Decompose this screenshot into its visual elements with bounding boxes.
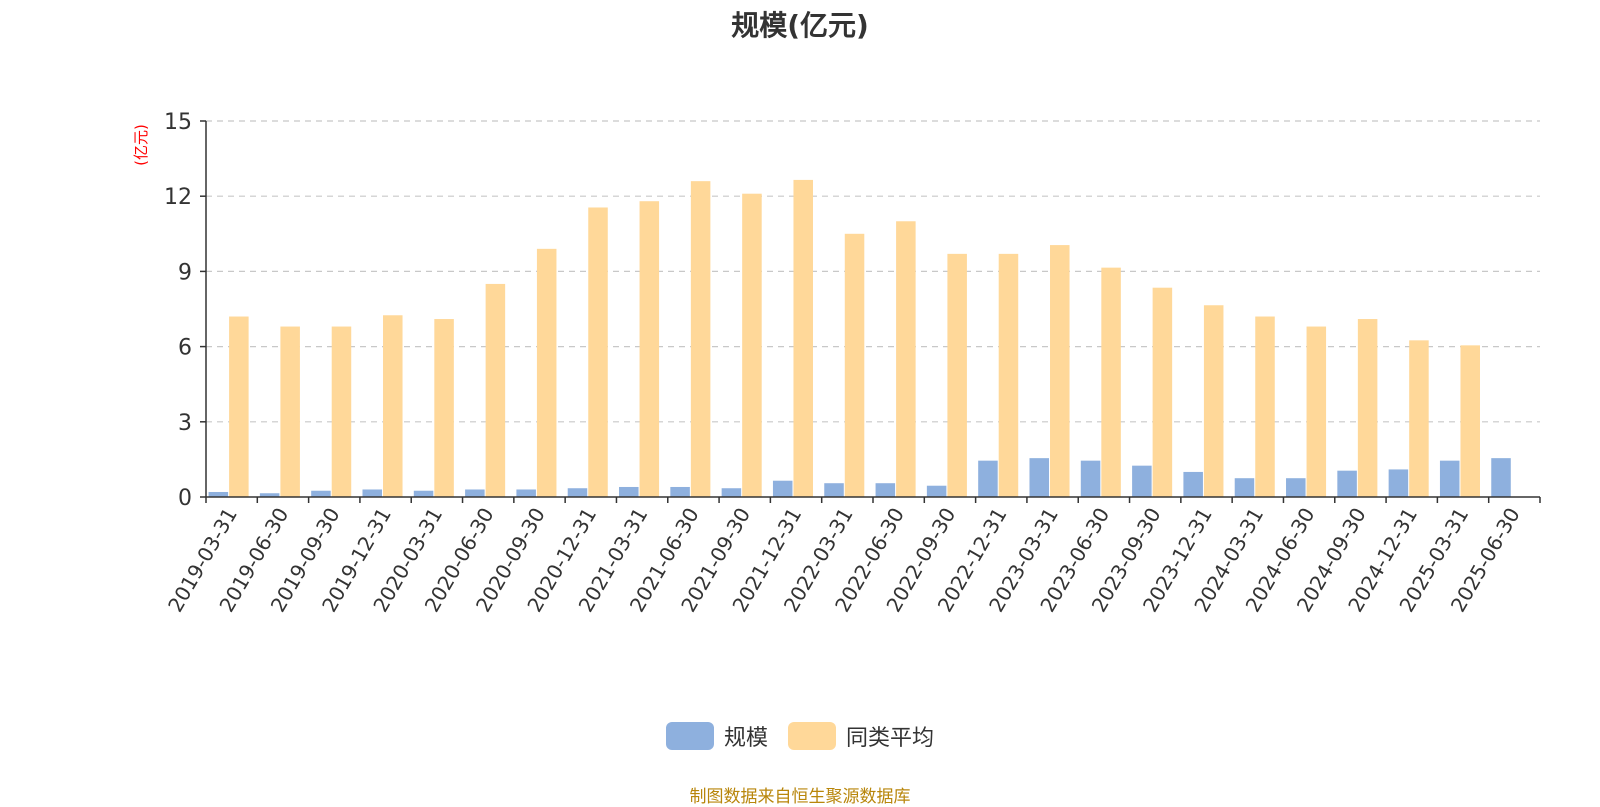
bar-peer-average: [1152, 287, 1173, 497]
y-tick-label: 0: [178, 486, 192, 511]
bar-scale: [1286, 478, 1306, 497]
y-tick-label: 3: [178, 411, 192, 436]
bar-peer-average: [280, 326, 300, 497]
bar-scale: [670, 486, 690, 497]
bar-peer-average: [1255, 316, 1275, 497]
bar-scale: [1029, 458, 1050, 497]
bar-scale: [362, 489, 383, 497]
bar-peer-average: [485, 283, 506, 497]
bar-peer-average: [896, 221, 916, 497]
bar-peer-average: [383, 315, 403, 497]
bar-scale: [978, 460, 998, 497]
bar-peer-average: [1460, 345, 1480, 497]
legend-item-scale[interactable]: 规模: [665, 720, 768, 752]
bar-peer-average: [1203, 305, 1224, 497]
bar-peer-average: [1101, 267, 1121, 497]
source-note: 制图数据来自恒生聚源数据库: [689, 787, 911, 807]
bar-peer-average: [434, 319, 454, 497]
bar-scale: [516, 489, 536, 497]
legend-label-scale: 规模: [723, 726, 768, 751]
legend-swatch-peer-average: [788, 722, 836, 750]
bar-scale: [1388, 469, 1409, 497]
bar-peer-average: [844, 233, 865, 498]
bar-scale: [1439, 460, 1460, 497]
bar-scale: [259, 493, 280, 497]
bar-scale: [772, 480, 793, 497]
bar-scale: [619, 486, 639, 497]
bar-scale: [311, 490, 331, 497]
bar-scale: [1080, 460, 1101, 497]
bar-scale: [208, 491, 229, 497]
y-tick-label: 6: [178, 336, 192, 361]
chart-title: 规模(亿元): [731, 9, 869, 42]
legend-item-peer-average[interactable]: 同类平均: [788, 720, 934, 752]
bar-peer-average: [690, 181, 711, 497]
y-axis-unit-label: (亿元): [132, 124, 150, 166]
bar-scale: [1337, 470, 1357, 497]
bar-scale: [1234, 478, 1255, 497]
y-tick-label: 9: [178, 260, 192, 285]
legend: 规模 同类平均: [0, 720, 1600, 752]
bar-scale: [1491, 458, 1511, 497]
bar-peer-average: [331, 326, 352, 497]
bar-scale: [413, 490, 434, 497]
legend-swatch-scale: [665, 722, 714, 750]
bar-peer-average: [588, 207, 608, 498]
bar-peer-average: [639, 201, 660, 498]
y-tick-label: 15: [164, 110, 192, 135]
bar-scale: [875, 483, 896, 497]
y-tick-label: 12: [164, 185, 192, 210]
bar-scale: [926, 485, 947, 497]
bar-scale: [465, 489, 485, 497]
bar-scale: [1132, 465, 1152, 497]
legend-label-peer-average: 同类平均: [846, 726, 935, 751]
bar-peer-average: [1050, 245, 1070, 497]
bar-peer-average: [998, 253, 1019, 497]
bar-peer-average: [1409, 340, 1429, 497]
bar-scale: [567, 488, 588, 497]
bar-peer-average: [1357, 319, 1378, 497]
bar-peer-average: [742, 193, 762, 497]
bar-scale: [1183, 471, 1203, 497]
bar-peer-average: [229, 316, 249, 497]
bar-peer-average: [1306, 326, 1327, 497]
bar-peer-average: [947, 253, 967, 497]
bar-peer-average: [536, 248, 557, 497]
bar-scale: [824, 483, 844, 497]
bar-scale: [721, 488, 742, 497]
bar-peer-average: [793, 179, 813, 497]
